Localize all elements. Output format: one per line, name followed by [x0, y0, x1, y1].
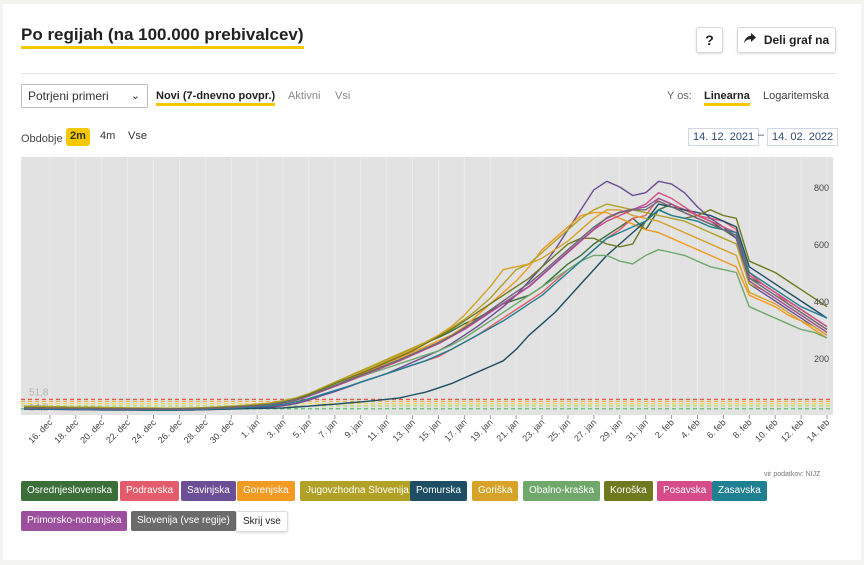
x-tick-label: 27. jan [572, 417, 598, 443]
x-tick-label: 16. dec [26, 417, 54, 445]
period-label: Obdobje [21, 133, 63, 145]
measure-option-new[interactable]: Novi (7-dnevno povpr.) [156, 90, 276, 106]
date-to-input[interactable]: 14. 02. 2022 [767, 128, 839, 146]
legend-item[interactable]: Savinjska [181, 481, 236, 501]
divider [21, 73, 836, 74]
y-tick-label: 400 [814, 297, 829, 307]
x-tick-label: 29. jan [598, 417, 624, 443]
y-tick-label: 600 [814, 240, 829, 250]
x-tick-label: 13. jan [391, 417, 417, 443]
legend-item[interactable]: Pomurska [410, 481, 468, 501]
x-tick-label: 26. dec [156, 417, 184, 445]
threshold-label: 51,8 [29, 387, 49, 398]
x-tick-label: 18. dec [52, 417, 80, 445]
yaxis-label: Y os: [667, 90, 692, 102]
period-4m[interactable]: 4m [100, 130, 116, 142]
y-tick-label: 800 [814, 183, 829, 193]
x-tick-label: 12. feb [779, 417, 806, 444]
x-tick-label: 22. dec [104, 417, 132, 445]
x-tick-label: 11. jan [365, 417, 391, 443]
x-tick-label: 31. jan [624, 417, 650, 443]
share-button[interactable]: Deli graf na [737, 27, 836, 53]
x-tick-label: 30. dec [208, 417, 236, 445]
x-tick-label: 6. feb [705, 417, 728, 440]
series-line [24, 200, 828, 410]
x-tick-label: 10. feb [753, 417, 780, 444]
period-all[interactable]: Vse [128, 130, 147, 142]
help-button[interactable]: ? [696, 27, 723, 53]
x-tick-label: 17. jan [443, 417, 469, 443]
legend-item[interactable]: Zasavska [712, 481, 767, 501]
x-tick-label: 7. jan [317, 417, 340, 440]
source-label: vir podatkov: NIJZ [764, 471, 821, 478]
x-tick-label: 20. dec [78, 417, 106, 445]
legend-item[interactable]: Obalno-kraška [523, 481, 601, 501]
date-from-input[interactable]: 14. 12. 2021 [688, 128, 760, 146]
measure-select[interactable]: Potrjeni primeri ⌄ [21, 84, 148, 108]
legend-item[interactable]: Slovenija (vse regije) [131, 511, 236, 531]
legend-item[interactable]: Primorsko-notranjska [21, 511, 128, 531]
legend-item[interactable]: Podravska [120, 481, 180, 501]
chevron-down-icon: ⌄ [130, 90, 140, 102]
date-separator: – [758, 129, 765, 141]
x-tick-label: 25. jan [546, 417, 572, 443]
x-tick-label: 4. feb [679, 417, 702, 440]
x-tick-label: 24. dec [130, 417, 158, 445]
hide-all-button[interactable]: Skrij vse [236, 511, 288, 532]
plot-background [21, 157, 833, 415]
x-tick-label: 21. jan [494, 417, 520, 443]
measure-option-all[interactable]: Vsi [335, 90, 351, 102]
x-tick-label: 3. jan [265, 417, 288, 440]
x-tick-label: 9. jan [343, 417, 366, 440]
x-tick-label: 14. feb [805, 417, 832, 444]
yaxis-option-log[interactable]: Logaritemska [763, 90, 830, 102]
measure-select-value: Potrjeni primeri [28, 89, 109, 103]
share-label: Deli graf na [763, 33, 830, 47]
legend-item[interactable]: Osrednjeslovenska [21, 481, 119, 501]
yaxis-option-linear[interactable]: Linearna [704, 90, 750, 106]
x-tick-label: 8. feb [731, 417, 754, 440]
legend-item[interactable]: Koroška [604, 481, 653, 501]
legend-item[interactable]: Jugovzhodna Slovenija [300, 481, 415, 501]
measure-option-active[interactable]: Aktivni [288, 90, 321, 102]
x-tick-label: 28. dec [182, 417, 210, 445]
y-tick-label: 200 [814, 354, 829, 364]
page-title: Po regijah (na 100.000 prebivalcev) [21, 26, 304, 49]
x-tick-label: 23. jan [520, 417, 546, 443]
legend-item[interactable]: Posavska [657, 481, 713, 501]
share-icon [743, 33, 756, 47]
legend-item[interactable]: Goriška [472, 481, 519, 501]
x-tick-label: 2. feb [653, 417, 676, 440]
x-tick-label: 1. jan [239, 417, 262, 440]
legend-item[interactable]: Gorenjska [237, 481, 295, 501]
x-tick-label: 5. jan [291, 417, 314, 440]
x-tick-label: 15. jan [417, 417, 443, 443]
period-2m[interactable]: 2m [66, 128, 90, 146]
x-tick-label: 19. jan [468, 417, 494, 443]
